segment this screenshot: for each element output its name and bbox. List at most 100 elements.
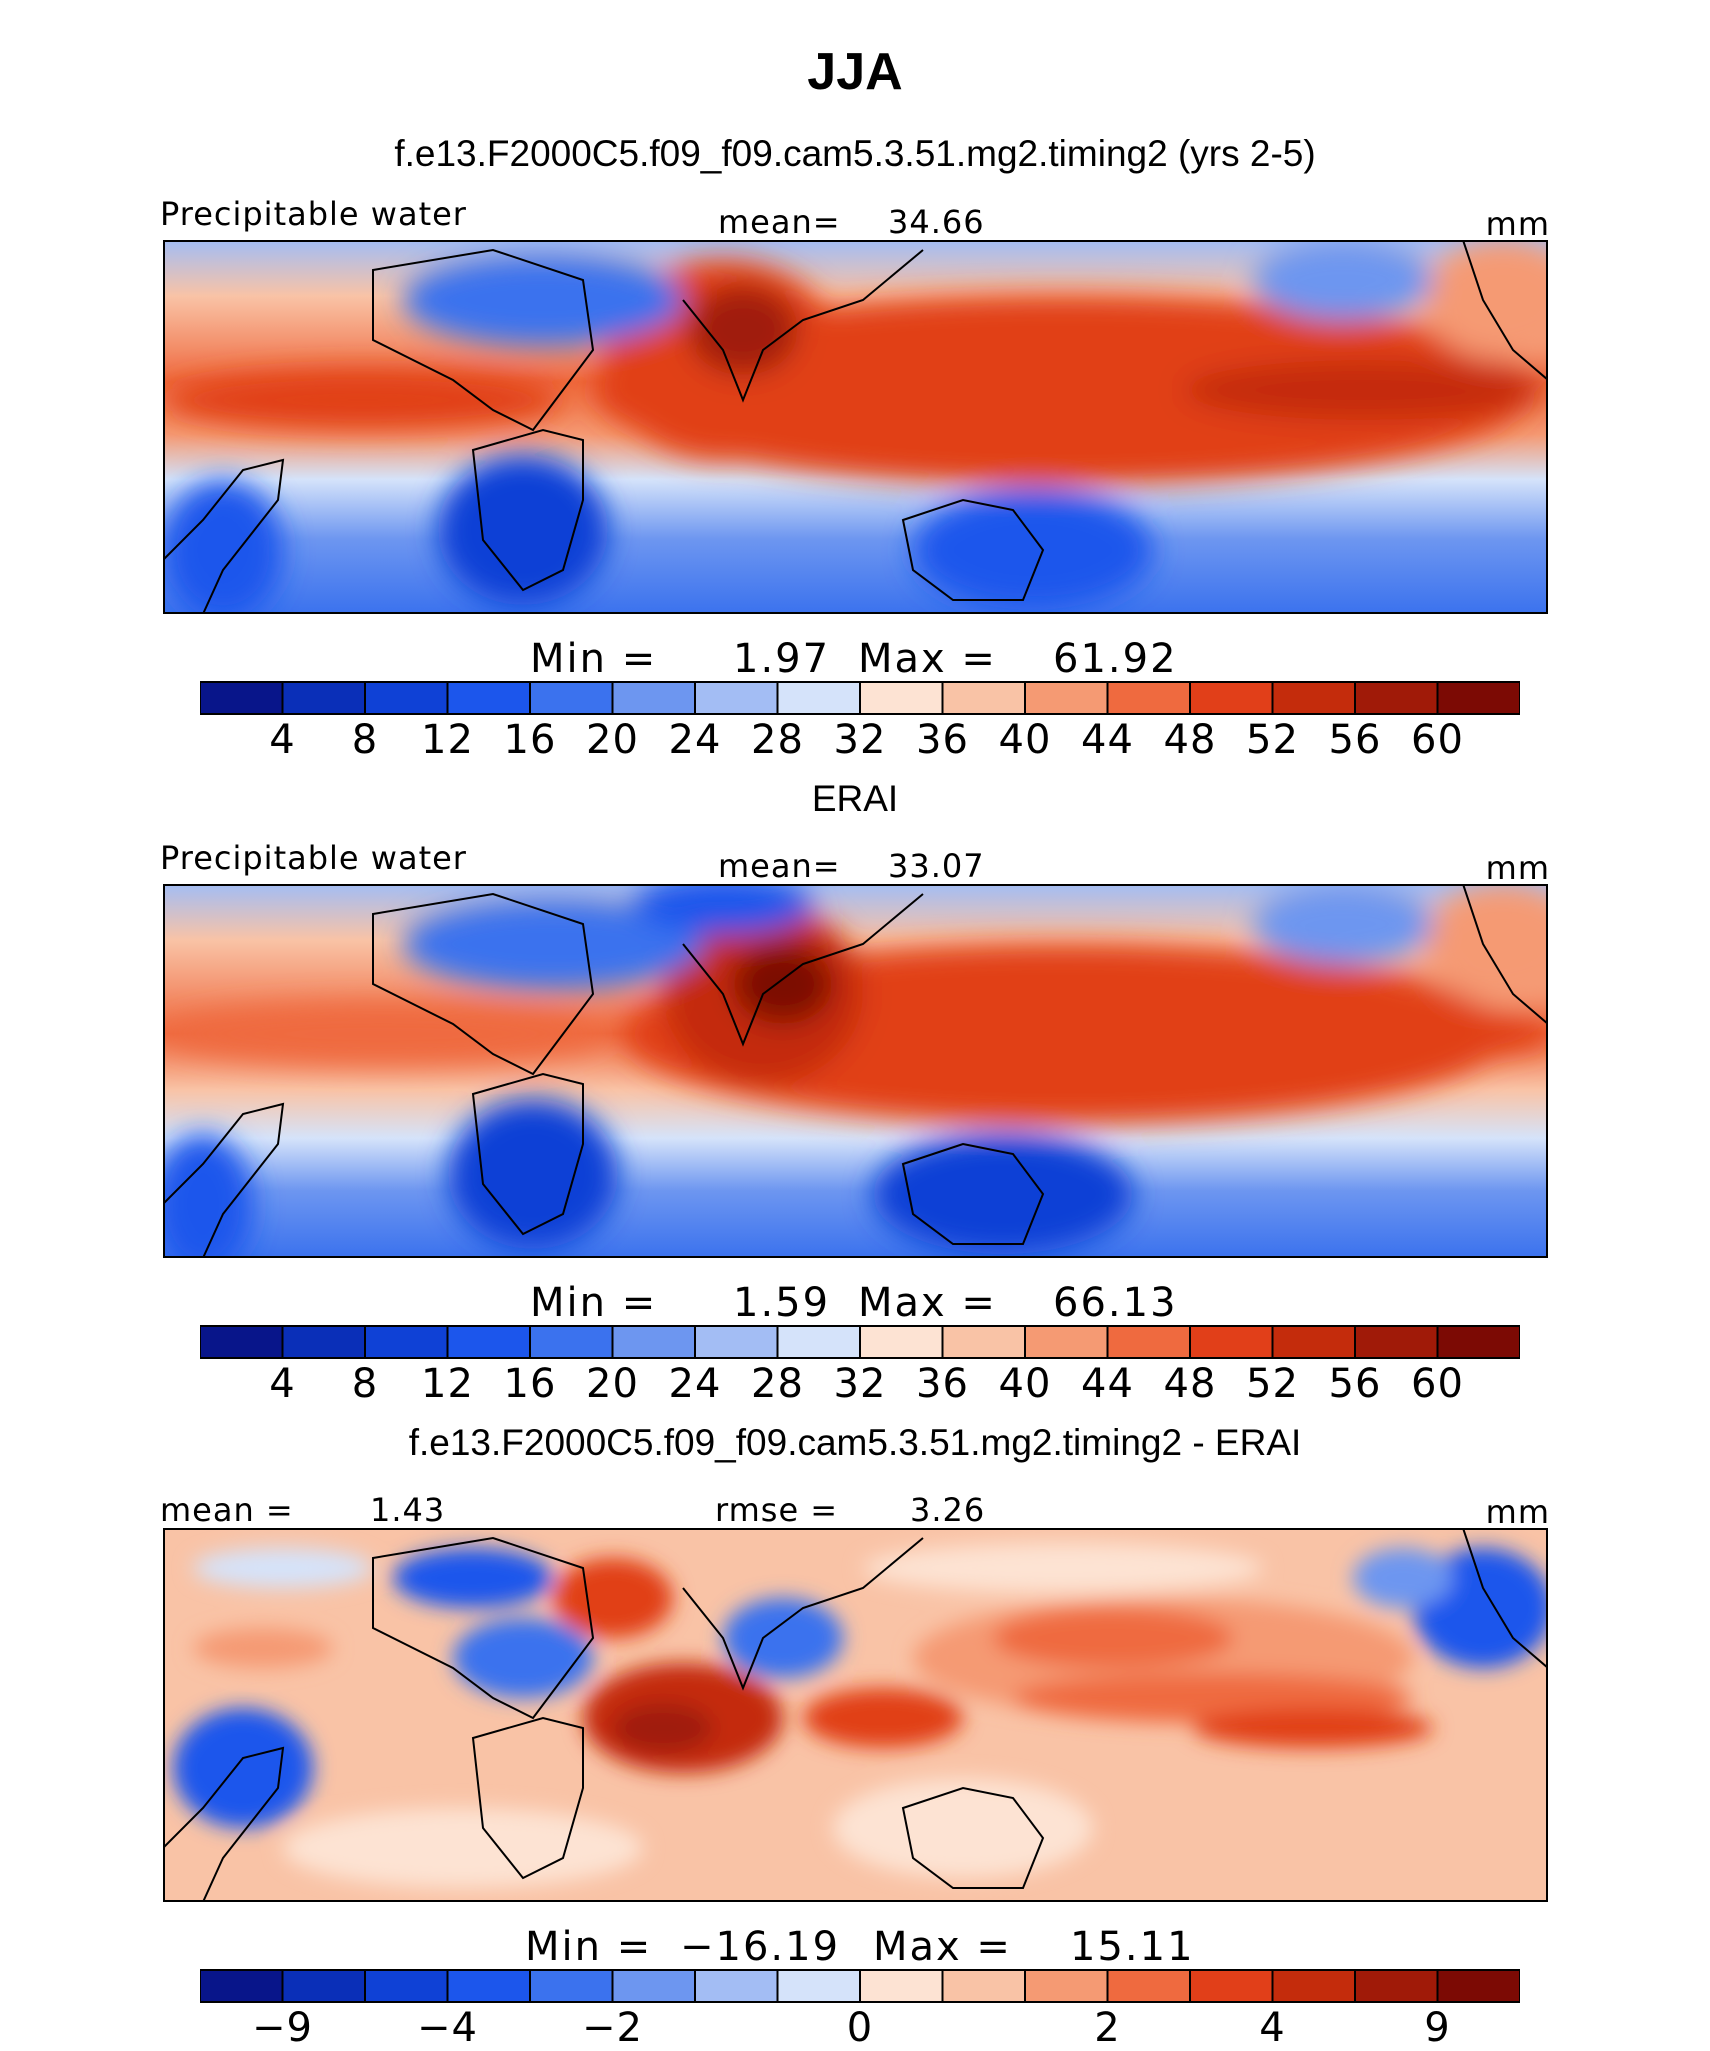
colorbar-segment xyxy=(281,1969,366,2003)
panel1-coastline-africa-south xyxy=(471,428,584,592)
colorbar-segment xyxy=(611,1969,696,2003)
panel1-units-label: mm xyxy=(1485,205,1550,243)
colorbar-segment xyxy=(364,681,449,715)
colorbar-segment xyxy=(1271,1969,1356,2003)
colorbar-segment xyxy=(1189,681,1274,715)
colorbar-segment xyxy=(529,1969,614,2003)
colorbar-segment xyxy=(446,1969,531,2003)
colorbar-segment xyxy=(941,1325,1026,1359)
colorbar-tick-label: 8 xyxy=(351,1361,379,1407)
colorbar-tick-label: 4 xyxy=(1259,2005,1286,2051)
panel3-coastline-central-america xyxy=(1462,1528,1548,1669)
colorbar-tick-label: 4 xyxy=(269,717,296,763)
panel1-colorbar xyxy=(200,681,1520,715)
colorbar-segment xyxy=(1354,1969,1439,2003)
panel2-coastline-south-america xyxy=(163,1102,285,1258)
colorbar-segment xyxy=(776,681,861,715)
panel1-variable-label: Precipitable water xyxy=(160,195,467,233)
colorbar-segment xyxy=(1436,681,1520,715)
panel3-min-label: Min = xyxy=(525,1924,653,1970)
colorbar-segment xyxy=(364,1325,449,1359)
colorbar-tick-label: 28 xyxy=(751,717,804,763)
colorbar-segment xyxy=(1024,681,1109,715)
panel2-map xyxy=(163,884,1548,1258)
colorbar-tick-label: 52 xyxy=(1246,717,1299,763)
panel2-min-value: 1.59 xyxy=(733,1280,831,1326)
panel2-field-features xyxy=(163,884,1548,1258)
colorbar-tick-label: 36 xyxy=(916,1361,969,1407)
colorbar-segment xyxy=(1024,1969,1109,2003)
colorbar-segment xyxy=(611,681,696,715)
colorbar-tick-label: 56 xyxy=(1328,1361,1382,1407)
colorbar-tick-label: −2 xyxy=(582,2005,643,2051)
panel2-mean-label: mean= xyxy=(718,847,841,885)
panel3-field-features xyxy=(173,1543,1548,1888)
colorbar-tick-label: 2 xyxy=(1094,2005,1121,2051)
colorbar-tick-label: 32 xyxy=(833,1361,887,1407)
colorbar-tick-label: 16 xyxy=(503,717,557,763)
colorbar-tick-label: 12 xyxy=(421,717,474,763)
colorbar-segment xyxy=(1106,1969,1191,2003)
panel2-mean-value: 33.07 xyxy=(888,847,985,885)
colorbar-segment xyxy=(529,1325,614,1359)
colorbar-tick-label: 44 xyxy=(1081,717,1134,763)
colorbar-segment xyxy=(1354,1325,1439,1359)
panel3-colorbar xyxy=(200,1969,1520,2003)
colorbar-tick-label: 40 xyxy=(998,717,1052,763)
panel1-map xyxy=(163,240,1548,614)
colorbar-tick-label: 24 xyxy=(668,717,722,763)
colorbar-segment xyxy=(776,1325,861,1359)
colorbar-segment xyxy=(1189,1325,1274,1359)
panel3-coastline-africa-north xyxy=(372,1536,595,1720)
panel2-variable-label: Precipitable water xyxy=(160,839,467,877)
colorbar-segment xyxy=(1024,1325,1109,1359)
panel3-units-label: mm xyxy=(1485,1493,1550,1531)
panel2-map-frame xyxy=(163,884,1548,1258)
colorbar-segment xyxy=(1271,1325,1356,1359)
colorbar-segment xyxy=(694,1325,779,1359)
panel3-coastline-africa-south xyxy=(471,1716,584,1880)
colorbar-segment xyxy=(776,1969,861,2003)
colorbar-tick-label: 8 xyxy=(351,717,379,763)
panel3-title: f.e13.F2000C5.f09_f09.cam5.3.51.mg2.timi… xyxy=(408,1422,1302,1463)
colorbar-tick-label: 40 xyxy=(998,1361,1052,1407)
panel2-coastline-africa-north xyxy=(372,892,595,1076)
colorbar-tick-label: 0 xyxy=(846,2005,874,2051)
colorbar-segment xyxy=(446,681,531,715)
colorbar-segment xyxy=(281,1325,366,1359)
panel2-units-label: mm xyxy=(1485,849,1550,887)
colorbar-segment xyxy=(859,681,944,715)
colorbar-segment xyxy=(694,1969,779,2003)
panel3-coastline-south-america xyxy=(163,1746,285,1902)
panel1-coastline-central-america xyxy=(1462,240,1548,381)
panel3-mean-label: mean = xyxy=(160,1491,294,1529)
panel3-map-frame xyxy=(163,1528,1548,1902)
panel2-colorbar xyxy=(200,1325,1520,1359)
panel1-min-value: 1.97 xyxy=(733,636,831,682)
panel3-max-value: 15.11 xyxy=(1070,1924,1195,1970)
colorbar-segment xyxy=(1189,1969,1274,2003)
colorbar-tick-label: 12 xyxy=(421,1361,474,1407)
colorbar-tick-label: 60 xyxy=(1411,1361,1464,1407)
panel3-max-label: Max = xyxy=(873,1924,1012,1970)
colorbar-segment xyxy=(859,1969,944,2003)
colorbar-segment xyxy=(1271,681,1356,715)
colorbar-tick-label: 9 xyxy=(1424,2005,1451,2051)
colorbar-tick-label: 32 xyxy=(833,717,887,763)
colorbar-tick-label: 20 xyxy=(586,717,639,763)
colorbar-segment xyxy=(200,681,284,715)
panel2-title: ERAI xyxy=(811,778,899,819)
panel3-map xyxy=(163,1528,1548,1902)
panel2-coastline-central-america xyxy=(1462,884,1548,1025)
colorbar-segment xyxy=(1436,1325,1520,1359)
panel1-min-label: Min = xyxy=(530,636,658,682)
panel2-max-label: Max = xyxy=(858,1280,997,1326)
figure-title: JJA xyxy=(807,43,903,101)
colorbar-tick-label: 20 xyxy=(586,1361,639,1407)
colorbar-segment xyxy=(1354,681,1439,715)
panel3-min-value: −16.19 xyxy=(680,1924,841,1970)
colorbar-segment xyxy=(281,681,366,715)
colorbar-tick-label: 48 xyxy=(1163,717,1217,763)
colorbar-segment xyxy=(446,1325,531,1359)
panel3-coastline-asia xyxy=(682,1537,924,1691)
